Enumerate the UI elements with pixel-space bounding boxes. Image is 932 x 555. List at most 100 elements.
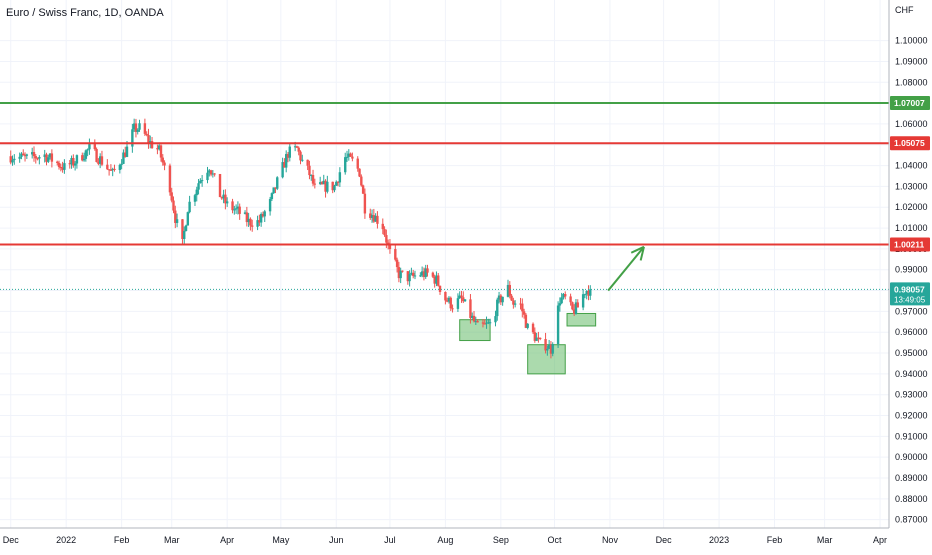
- candle-body: [295, 146, 299, 148]
- candle: [331, 181, 334, 194]
- candle-body: [544, 339, 547, 351]
- candle-body: [48, 153, 52, 158]
- x-tick-label: 2022: [56, 535, 76, 545]
- y-tick-label: 1.09000: [895, 56, 928, 66]
- candle-body: [401, 270, 404, 272]
- candle-body: [297, 147, 300, 152]
- candle: [313, 178, 317, 189]
- candle-body: [463, 299, 467, 302]
- candle: [583, 293, 587, 299]
- candle-body: [485, 322, 488, 324]
- candle: [551, 342, 554, 357]
- candle: [143, 118, 147, 136]
- candle: [363, 188, 367, 219]
- candle: [524, 312, 528, 329]
- y-tick-label: 0.95000: [895, 348, 928, 358]
- candle: [587, 285, 590, 301]
- candle-body: [150, 141, 154, 149]
- candle: [147, 128, 150, 149]
- candle-body: [30, 152, 34, 155]
- candle-body: [73, 163, 77, 166]
- candle: [308, 160, 311, 180]
- candle-body: [549, 344, 553, 354]
- candle-body: [172, 200, 175, 211]
- candle-body: [233, 209, 236, 211]
- candle-body: [243, 212, 247, 214]
- support-zone-3[interactable]: [566, 312, 597, 327]
- candle: [512, 297, 515, 309]
- candle: [132, 118, 136, 132]
- candle: [358, 168, 361, 178]
- candle-body: [211, 173, 215, 175]
- candle-body: [25, 154, 29, 156]
- candle: [218, 173, 222, 198]
- candle-body: [435, 275, 438, 284]
- candle: [13, 154, 16, 165]
- y-tick-label: 0.89000: [895, 473, 928, 483]
- y-tick-label: 1.04000: [895, 161, 928, 171]
- candle: [251, 219, 254, 232]
- x-tick-label: Aug: [437, 535, 453, 545]
- candle: [200, 175, 204, 187]
- candle-body: [326, 181, 329, 192]
- candle-body: [444, 291, 447, 301]
- candle-body: [360, 176, 363, 186]
- candle: [494, 310, 497, 327]
- y-tick-label: 1.02000: [895, 202, 928, 212]
- candle: [299, 150, 302, 165]
- candle-body: [422, 271, 426, 277]
- candle-body: [220, 197, 224, 199]
- candle-body: [36, 158, 39, 160]
- candle-body: [50, 153, 54, 162]
- candle-body: [100, 156, 104, 165]
- candle: [535, 332, 538, 341]
- candle: [411, 269, 415, 279]
- candle-body: [449, 297, 452, 309]
- candle: [438, 285, 442, 295]
- y-tick-label: 0.91000: [895, 431, 928, 441]
- candle: [519, 297, 522, 310]
- candle-body: [109, 169, 113, 171]
- candle-body: [426, 268, 429, 273]
- candle-body: [336, 181, 340, 183]
- candle-body: [551, 344, 554, 354]
- candle-body: [38, 157, 41, 159]
- candle: [513, 300, 517, 308]
- candle: [496, 297, 499, 321]
- candle: [75, 154, 79, 169]
- candle-body: [113, 168, 116, 170]
- candle: [383, 226, 386, 237]
- candle: [297, 146, 300, 156]
- candle-body: [276, 177, 279, 189]
- lower-resistance-badge-label: 1.00211: [894, 240, 925, 250]
- candle: [306, 159, 309, 171]
- candle: [336, 181, 340, 187]
- candle-body: [63, 163, 66, 170]
- candle-body: [195, 189, 198, 196]
- candle-body: [522, 311, 526, 315]
- candle: [399, 267, 402, 284]
- target-badge-label: 1.07007: [894, 98, 925, 108]
- candle: [522, 308, 526, 319]
- candle-body: [224, 194, 227, 204]
- candle-body: [9, 156, 12, 163]
- x-tick-label: Apr: [873, 535, 887, 545]
- candle: [476, 319, 479, 323]
- candle-body: [120, 163, 123, 165]
- candle-body: [369, 213, 372, 218]
- candle: [124, 146, 127, 158]
- candle: [25, 153, 29, 159]
- candle-body: [61, 167, 64, 170]
- candle: [281, 157, 284, 179]
- candle-body: [388, 244, 392, 250]
- y-axis[interactable]: CHF1.100001.090001.080001.070001.060001.…: [888, 0, 932, 550]
- candle-body: [506, 284, 510, 297]
- up-arrow-icon[interactable]: [607, 245, 645, 292]
- candle: [57, 160, 61, 170]
- candle: [558, 297, 562, 312]
- candle-body: [363, 193, 367, 214]
- candle-body: [471, 315, 474, 318]
- x-axis[interactable]: Dec 2022 Feb Mar Apr May Jun Jul Aug Sep Oct Nov Dec…: [0, 527, 932, 550]
- candle: [544, 332, 547, 354]
